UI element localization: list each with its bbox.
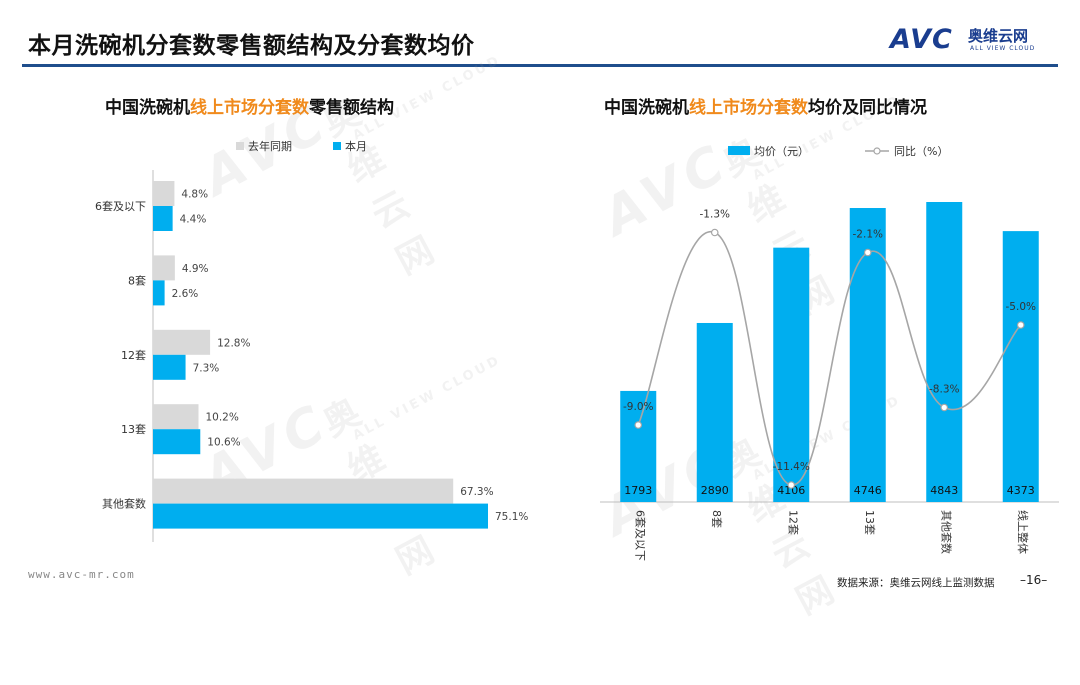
right-title-part2: 均价及同比情况	[808, 98, 927, 118]
logo-english-name: ALL VIEW CLOUD	[970, 45, 1036, 52]
legend-label: 均价（元）	[754, 145, 809, 158]
data-label: 7.3%	[193, 362, 220, 374]
yoy-point	[863, 248, 872, 257]
bar-this-month	[153, 429, 201, 455]
bar-avg-price	[773, 247, 810, 502]
footer-url: www.avc-mr.com	[28, 568, 135, 581]
yoy-point	[1016, 321, 1025, 329]
left-chart-title: 中国洗碗机线上市场分套数零售额结构	[105, 93, 394, 118]
bar-avg-price	[620, 390, 657, 502]
legend-swatch	[236, 142, 244, 150]
data-source: 数据来源：奥维云网线上监测数据	[837, 577, 995, 589]
data-label: 4.8%	[181, 189, 208, 201]
bar-value-label: 4106	[777, 484, 805, 497]
right-title-part1: 中国洗碗机	[604, 98, 689, 118]
category-label: 13套	[121, 423, 146, 436]
bar-last-year	[153, 478, 454, 504]
category-label: 12套	[786, 510, 799, 535]
category-label: 线上整体	[1016, 510, 1030, 554]
page-title: 本月洗碗机分套数零售额结构及分套数均价	[28, 33, 475, 59]
bar-this-month	[153, 354, 186, 380]
bar-avg-price	[849, 208, 886, 502]
yoy-label: -11.4%	[773, 461, 810, 473]
yoy-point	[634, 421, 643, 429]
category-label: 8套	[710, 510, 723, 528]
data-label: 4.4%	[180, 214, 207, 226]
bar-value-label: 2890	[701, 484, 729, 497]
bar-last-year	[153, 329, 211, 355]
legend-swatch	[333, 142, 341, 150]
legend-swatch-bar	[728, 146, 750, 155]
left-bar-chart: 去年同期 本月 6套及以下 4.8% 4.4% 8套 4.9% 2.6% 12套 12.8% 7.3…	[95, 139, 528, 542]
yoy-point	[940, 403, 949, 412]
yoy-label: -5.0%	[1006, 301, 1036, 313]
left-title-part1: 中国洗碗机	[105, 98, 190, 118]
logo-mark: AVC	[890, 24, 953, 55]
bar-last-year	[153, 181, 175, 206]
logo-chinese-name: 奥维云网	[968, 27, 1029, 45]
bar-value-label: 1793	[624, 484, 652, 497]
left-title-part2: 零售额结构	[309, 98, 394, 118]
company-logo: AVC 奥维云网 ALL VIEW CLOUD	[890, 24, 1060, 58]
legend-label: 本月	[345, 139, 367, 153]
category-label: 12套	[121, 349, 146, 362]
bar-avg-price	[926, 202, 963, 502]
data-label: 4.9%	[182, 263, 209, 275]
data-label: 75.1%	[495, 511, 528, 523]
category-label: 6套及以下	[633, 510, 646, 561]
title-rule	[22, 64, 1058, 67]
category-label: 其他套数	[939, 510, 952, 554]
data-label: 10.6%	[207, 437, 240, 449]
category-label: 8套	[128, 274, 146, 287]
bar-this-month	[153, 206, 173, 231]
bar-value-label: 4373	[1007, 484, 1035, 497]
legend-label: 去年同期	[248, 139, 292, 153]
data-label: 67.3%	[460, 486, 493, 498]
bar-this-month	[153, 280, 165, 306]
category-label: 其他套数	[102, 498, 146, 511]
bar-last-year	[153, 404, 199, 430]
legend-marker	[873, 147, 881, 155]
right-title-highlight: 线上市场分套数	[689, 98, 808, 118]
right-combo-chart: 均价（元） 同比（%） 1793 2890 4106 4746 4843 4373 -9.0% -…	[600, 145, 1059, 561]
yoy-point	[787, 481, 796, 489]
yoy-label: -1.3%	[700, 209, 730, 221]
legend-label: 同比（%）	[894, 145, 948, 158]
category-label: 13套	[863, 510, 876, 535]
yoy-point	[710, 228, 719, 237]
bar-avg-price	[696, 322, 733, 502]
yoy-label: -2.1%	[853, 229, 883, 241]
bar-avg-price	[1002, 231, 1039, 502]
category-label: 6套及以下	[95, 200, 146, 213]
data-label: 12.8%	[217, 337, 250, 349]
page-number: –16–	[1020, 573, 1048, 587]
yoy-label: -9.0%	[623, 401, 653, 413]
data-label: 10.2%	[205, 412, 238, 424]
bar-last-year	[153, 255, 175, 281]
right-chart-title: 中国洗碗机线上市场分套数均价及同比情况	[604, 93, 927, 118]
bar-value-label: 4746	[854, 484, 882, 497]
bar-this-month	[153, 503, 488, 529]
yoy-line	[637, 231, 1022, 486]
left-title-highlight: 线上市场分套数	[190, 98, 309, 118]
bar-value-label: 4843	[930, 484, 958, 497]
data-label: 2.6%	[172, 288, 199, 300]
yoy-label: -8.3%	[929, 384, 959, 396]
